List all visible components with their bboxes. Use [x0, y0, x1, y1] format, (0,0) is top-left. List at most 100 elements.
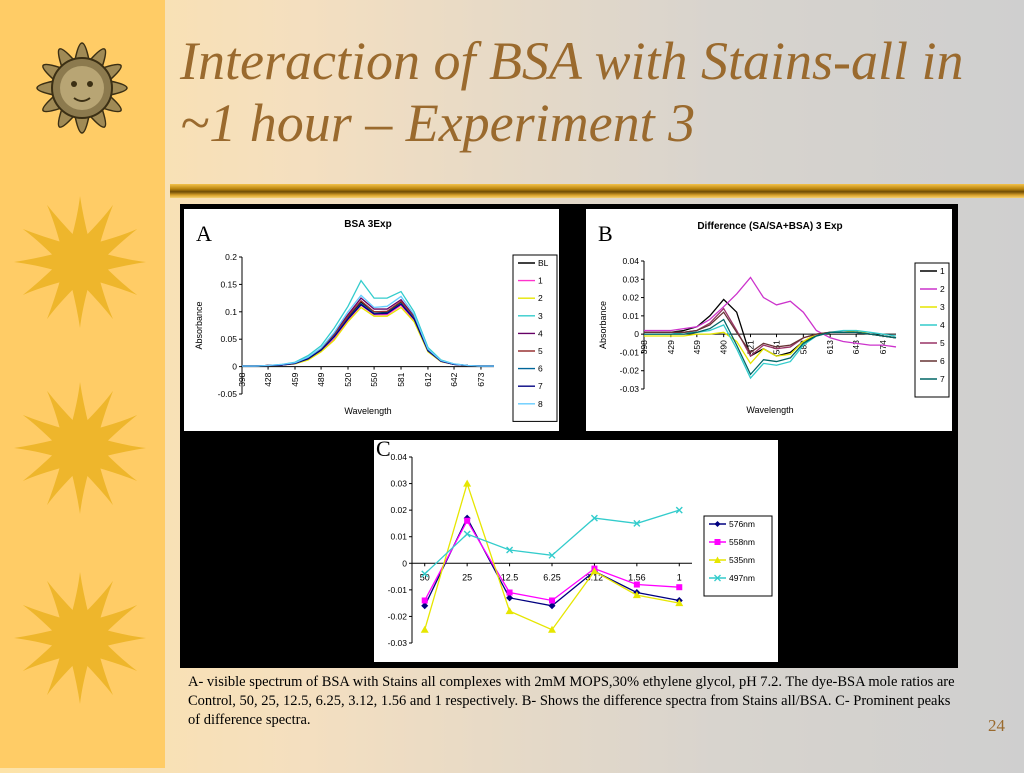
- data-point: [464, 517, 471, 524]
- data-point: [675, 506, 683, 514]
- sun-ray: [71, 284, 89, 328]
- sun-ray: [102, 439, 146, 457]
- chart-b-svg: Difference (SA/SA+BSA) 3 Exp 0.04 0.03 0.02…: [598, 221, 950, 415]
- legend-marker: [714, 556, 721, 563]
- data-point-mark: [548, 551, 556, 559]
- sun-ray: [14, 253, 58, 271]
- data-point: [590, 567, 599, 575]
- series-line-3: [242, 306, 494, 367]
- legend-box: [512, 254, 558, 422]
- x-tick-label: 12.5: [501, 572, 519, 582]
- data-point-mark: [506, 546, 514, 554]
- y-tick-label: -0.02: [388, 611, 408, 621]
- x-axis-label: Wavelength: [746, 405, 793, 415]
- sun-ray: [71, 660, 89, 704]
- legend-box: [914, 262, 950, 398]
- x-tick-label: 520: [343, 372, 353, 386]
- y-tick-label: -0.01: [388, 585, 408, 595]
- legend-label: 5: [538, 346, 543, 356]
- x-tick-label: 612: [423, 372, 433, 386]
- legend-label: 497nm: [729, 573, 755, 583]
- data-point: [421, 570, 429, 578]
- series-line-9: [242, 294, 494, 367]
- data-point-mark: [675, 506, 683, 514]
- sun-ray: [71, 470, 89, 514]
- data-point: [506, 546, 514, 554]
- y-tick-label: 0: [634, 329, 639, 339]
- y-tick-label: 0.04: [622, 256, 639, 266]
- x-tick-label: 1.56: [628, 572, 646, 582]
- legend-label: 1: [538, 276, 543, 286]
- x-tick-label: 521: [746, 340, 756, 354]
- y-tick-label: -0.02: [620, 366, 640, 376]
- title-divider: [170, 184, 1024, 198]
- x-tick-label: 1: [677, 572, 682, 582]
- y-tick-label: 0.2: [225, 252, 237, 262]
- sun-ray: [14, 439, 58, 457]
- x-tick-label: 489: [316, 372, 326, 386]
- x-tick-label: 642: [449, 372, 459, 386]
- y-tick-label: -0.05: [218, 389, 238, 399]
- legend-label: 7: [940, 374, 945, 384]
- sun-icon-column: [14, 42, 146, 704]
- x-tick-label: 428: [263, 372, 273, 386]
- legend-label: 7: [538, 381, 543, 391]
- sun-ray: [102, 629, 146, 647]
- x-tick-label: 429: [666, 340, 676, 354]
- data-point: [548, 625, 556, 633]
- sun-ray: [102, 253, 146, 271]
- data-point: [675, 599, 684, 607]
- sun-icon: [36, 42, 128, 134]
- y-tick-label: 0.01: [622, 311, 639, 321]
- x-tick-label: 459: [692, 340, 702, 354]
- data-point: [421, 597, 428, 604]
- legend-marker: [714, 574, 721, 582]
- series-line-8: [242, 303, 494, 367]
- data-point: [463, 530, 471, 538]
- chart-title: Difference (SA/SA+BSA) 3 Exp: [697, 221, 842, 232]
- data-point: [590, 514, 598, 522]
- data-point: [676, 584, 683, 591]
- series-line-2: [644, 276, 897, 348]
- legend-label: 558nm: [729, 537, 755, 547]
- y-axis-label: Absorbance: [194, 301, 204, 349]
- y-tick-label: 0.03: [622, 274, 639, 284]
- data-point-mark: [590, 514, 598, 522]
- x-tick-label: 643: [851, 340, 861, 354]
- sun-ray: [71, 572, 89, 616]
- x-tick-label: 674: [878, 340, 888, 354]
- data-point: [421, 602, 429, 610]
- y-tick-label: 0.15: [220, 279, 237, 289]
- series-line-4: [242, 279, 494, 367]
- legend-marker: [714, 521, 721, 527]
- y-tick-label: 0.05: [220, 334, 237, 344]
- data-point-mark: [463, 530, 471, 538]
- chart-c-svg: 0.04 0.03 0.02 0.01 0 -0.01 -0.02 -0.03 50 25 12.5…: [388, 452, 773, 648]
- legend-label: 4: [538, 328, 543, 338]
- chart-panel-c: 0.04 0.03 0.02 0.01 0 -0.01 -0.02 -0.03 50 25 12.5…: [374, 436, 778, 662]
- legend-marker: [714, 539, 721, 545]
- data-point: [506, 589, 513, 596]
- y-tick-label: 0.04: [390, 452, 407, 462]
- series-line-2: [242, 304, 494, 367]
- y-tick-label: -0.03: [388, 638, 408, 648]
- legend-label: 2: [940, 284, 945, 294]
- sun-icon: [14, 196, 146, 328]
- y-tick-label: 0.02: [390, 505, 407, 515]
- sun-icon: [14, 382, 146, 514]
- sun-core: [52, 610, 108, 666]
- legend-label: 3: [538, 311, 543, 321]
- data-point-mark: [633, 519, 641, 527]
- legend-label: 1: [940, 266, 945, 276]
- x-tick-label: 3.12: [586, 572, 604, 582]
- x-tick-label: 459: [290, 372, 300, 386]
- x-tick-label: 673: [476, 372, 486, 386]
- data-point: [505, 607, 514, 615]
- data-point-mark: [421, 570, 429, 578]
- legend-label: 3: [940, 302, 945, 312]
- legend-label: 6: [940, 356, 945, 366]
- sun-ray: [71, 382, 89, 426]
- data-point: [549, 597, 555, 604]
- data-point: [506, 594, 514, 602]
